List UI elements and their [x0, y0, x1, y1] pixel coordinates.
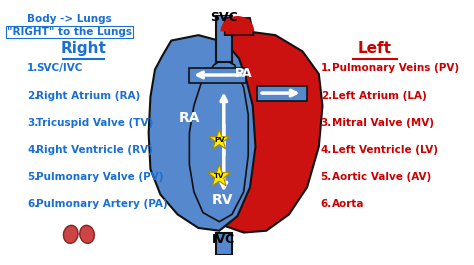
Text: Right: Right	[61, 41, 106, 56]
Text: 6.: 6.	[27, 199, 38, 209]
Text: Body -> Lungs: Body -> Lungs	[27, 15, 112, 24]
Text: Tricuspid Valve (TV): Tricuspid Valve (TV)	[36, 118, 154, 128]
Text: Left: Left	[358, 41, 392, 56]
Text: RV: RV	[212, 193, 234, 206]
Text: 6.: 6.	[321, 199, 332, 209]
Text: Mitral Valve (MV): Mitral Valve (MV)	[331, 118, 434, 128]
Text: 3.: 3.	[27, 118, 38, 128]
Text: SVC: SVC	[210, 11, 237, 24]
Ellipse shape	[80, 225, 94, 243]
Text: Aortic Valve (AV): Aortic Valve (AV)	[331, 172, 431, 182]
Text: RA: RA	[179, 111, 200, 125]
Text: Pulmonary Valve (PV): Pulmonary Valve (PV)	[36, 172, 164, 182]
Polygon shape	[199, 32, 322, 232]
Ellipse shape	[64, 225, 78, 243]
Text: PA: PA	[235, 67, 252, 80]
Text: 5.: 5.	[321, 172, 332, 182]
Polygon shape	[190, 68, 246, 83]
Text: Right Ventricle (RV): Right Ventricle (RV)	[36, 145, 153, 155]
Text: Pulmonary Veins (PV): Pulmonary Veins (PV)	[331, 63, 459, 73]
Text: 4.: 4.	[27, 145, 39, 155]
Text: 4.: 4.	[321, 145, 332, 155]
Polygon shape	[209, 129, 229, 149]
Text: TV: TV	[214, 173, 225, 179]
Polygon shape	[149, 35, 255, 231]
Text: SVC/IVC: SVC/IVC	[36, 63, 83, 73]
Polygon shape	[208, 165, 230, 186]
Polygon shape	[190, 59, 248, 222]
Text: 2.: 2.	[27, 91, 38, 100]
Text: "RIGHT" to the Lungs: "RIGHT" to the Lungs	[8, 27, 132, 37]
Text: Left Atrium (LA): Left Atrium (LA)	[331, 91, 426, 100]
Text: 1.: 1.	[27, 63, 38, 73]
Text: Left Ventricle (LV): Left Ventricle (LV)	[331, 145, 438, 155]
Text: Pulmonary Artery (PA): Pulmonary Artery (PA)	[36, 199, 168, 209]
Text: PV: PV	[214, 137, 225, 143]
Text: Aorta: Aorta	[331, 199, 364, 209]
Text: 5.: 5.	[27, 172, 38, 182]
Text: 3.: 3.	[321, 118, 332, 128]
Polygon shape	[216, 232, 232, 255]
Text: 2.: 2.	[321, 91, 332, 100]
Polygon shape	[225, 18, 254, 35]
Text: 1.: 1.	[321, 63, 332, 73]
Polygon shape	[216, 15, 232, 62]
Text: IVC: IVC	[212, 233, 236, 246]
Polygon shape	[257, 86, 307, 101]
Text: Right Atrium (RA): Right Atrium (RA)	[36, 91, 141, 100]
